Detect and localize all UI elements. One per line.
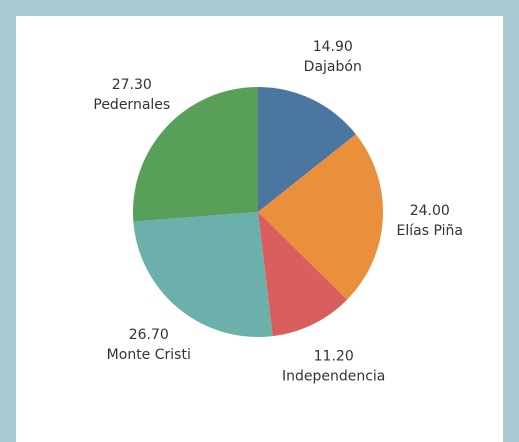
pie-slice xyxy=(133,87,258,222)
slice-category-label: Dajabón xyxy=(304,59,362,75)
slice-value-label: 26.70 xyxy=(129,327,169,343)
slice-category-label: Elías Piña xyxy=(397,223,463,239)
slice-value-label: 14.90 xyxy=(313,39,353,55)
slice-value-label: 24.00 xyxy=(410,203,450,219)
pie-slice xyxy=(258,212,348,337)
slice-value-label: 27.30 xyxy=(112,77,152,93)
slice-value-label: 11.20 xyxy=(314,348,354,364)
slice-category-label: Monte Cristi xyxy=(107,347,191,363)
pie-slice xyxy=(133,212,273,337)
slice-category-label: Pedernales xyxy=(93,97,170,113)
slice-category-label: Independencia xyxy=(282,368,385,384)
pie-slice xyxy=(258,87,356,212)
pie-slice xyxy=(258,134,383,300)
